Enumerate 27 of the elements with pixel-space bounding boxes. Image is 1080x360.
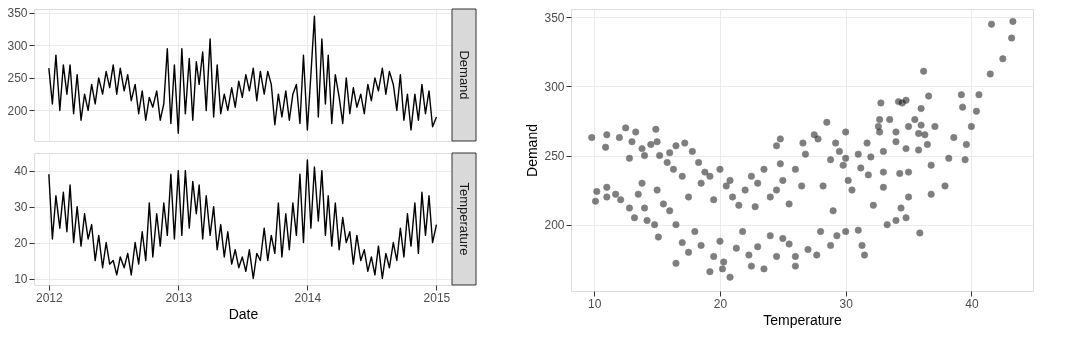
x-tick-label: 2015 — [423, 290, 451, 305]
text: Demand — [457, 50, 472, 100]
y-tick-label: 10 — [14, 272, 28, 287]
y-tick-label: 300 — [7, 38, 28, 53]
y-tick-label: 200 — [544, 218, 565, 233]
x-tick-label: 10 — [588, 296, 602, 311]
y-tick-label: 20 — [14, 236, 28, 251]
y-tick-label: 300 — [544, 79, 565, 94]
y-tick-label: 250 — [7, 71, 28, 86]
y-tick-label: 350 — [7, 6, 28, 21]
x-tick-label: 2014 — [294, 290, 322, 305]
x-tick-label: 30 — [839, 296, 854, 311]
y-axis-title: Demand — [524, 124, 541, 177]
text: Temperature — [457, 182, 472, 256]
x-axis-title: Date — [228, 305, 259, 322]
x-tick-label: 2013 — [165, 290, 193, 305]
y-tick-label: 30 — [14, 200, 28, 215]
line-series — [48, 159, 438, 280]
x-tick-label: 2012 — [36, 290, 64, 305]
y-tick-label: 40 — [14, 164, 28, 179]
x-tick-label: 40 — [965, 296, 979, 311]
line-series — [48, 15, 438, 134]
y-tick-label: 350 — [544, 10, 565, 25]
x-axis-title: Temperature — [763, 311, 843, 328]
y-tick-label: 200 — [7, 103, 28, 118]
x-tick-label: 20 — [713, 296, 728, 311]
y-tick-label: 250 — [544, 149, 565, 164]
